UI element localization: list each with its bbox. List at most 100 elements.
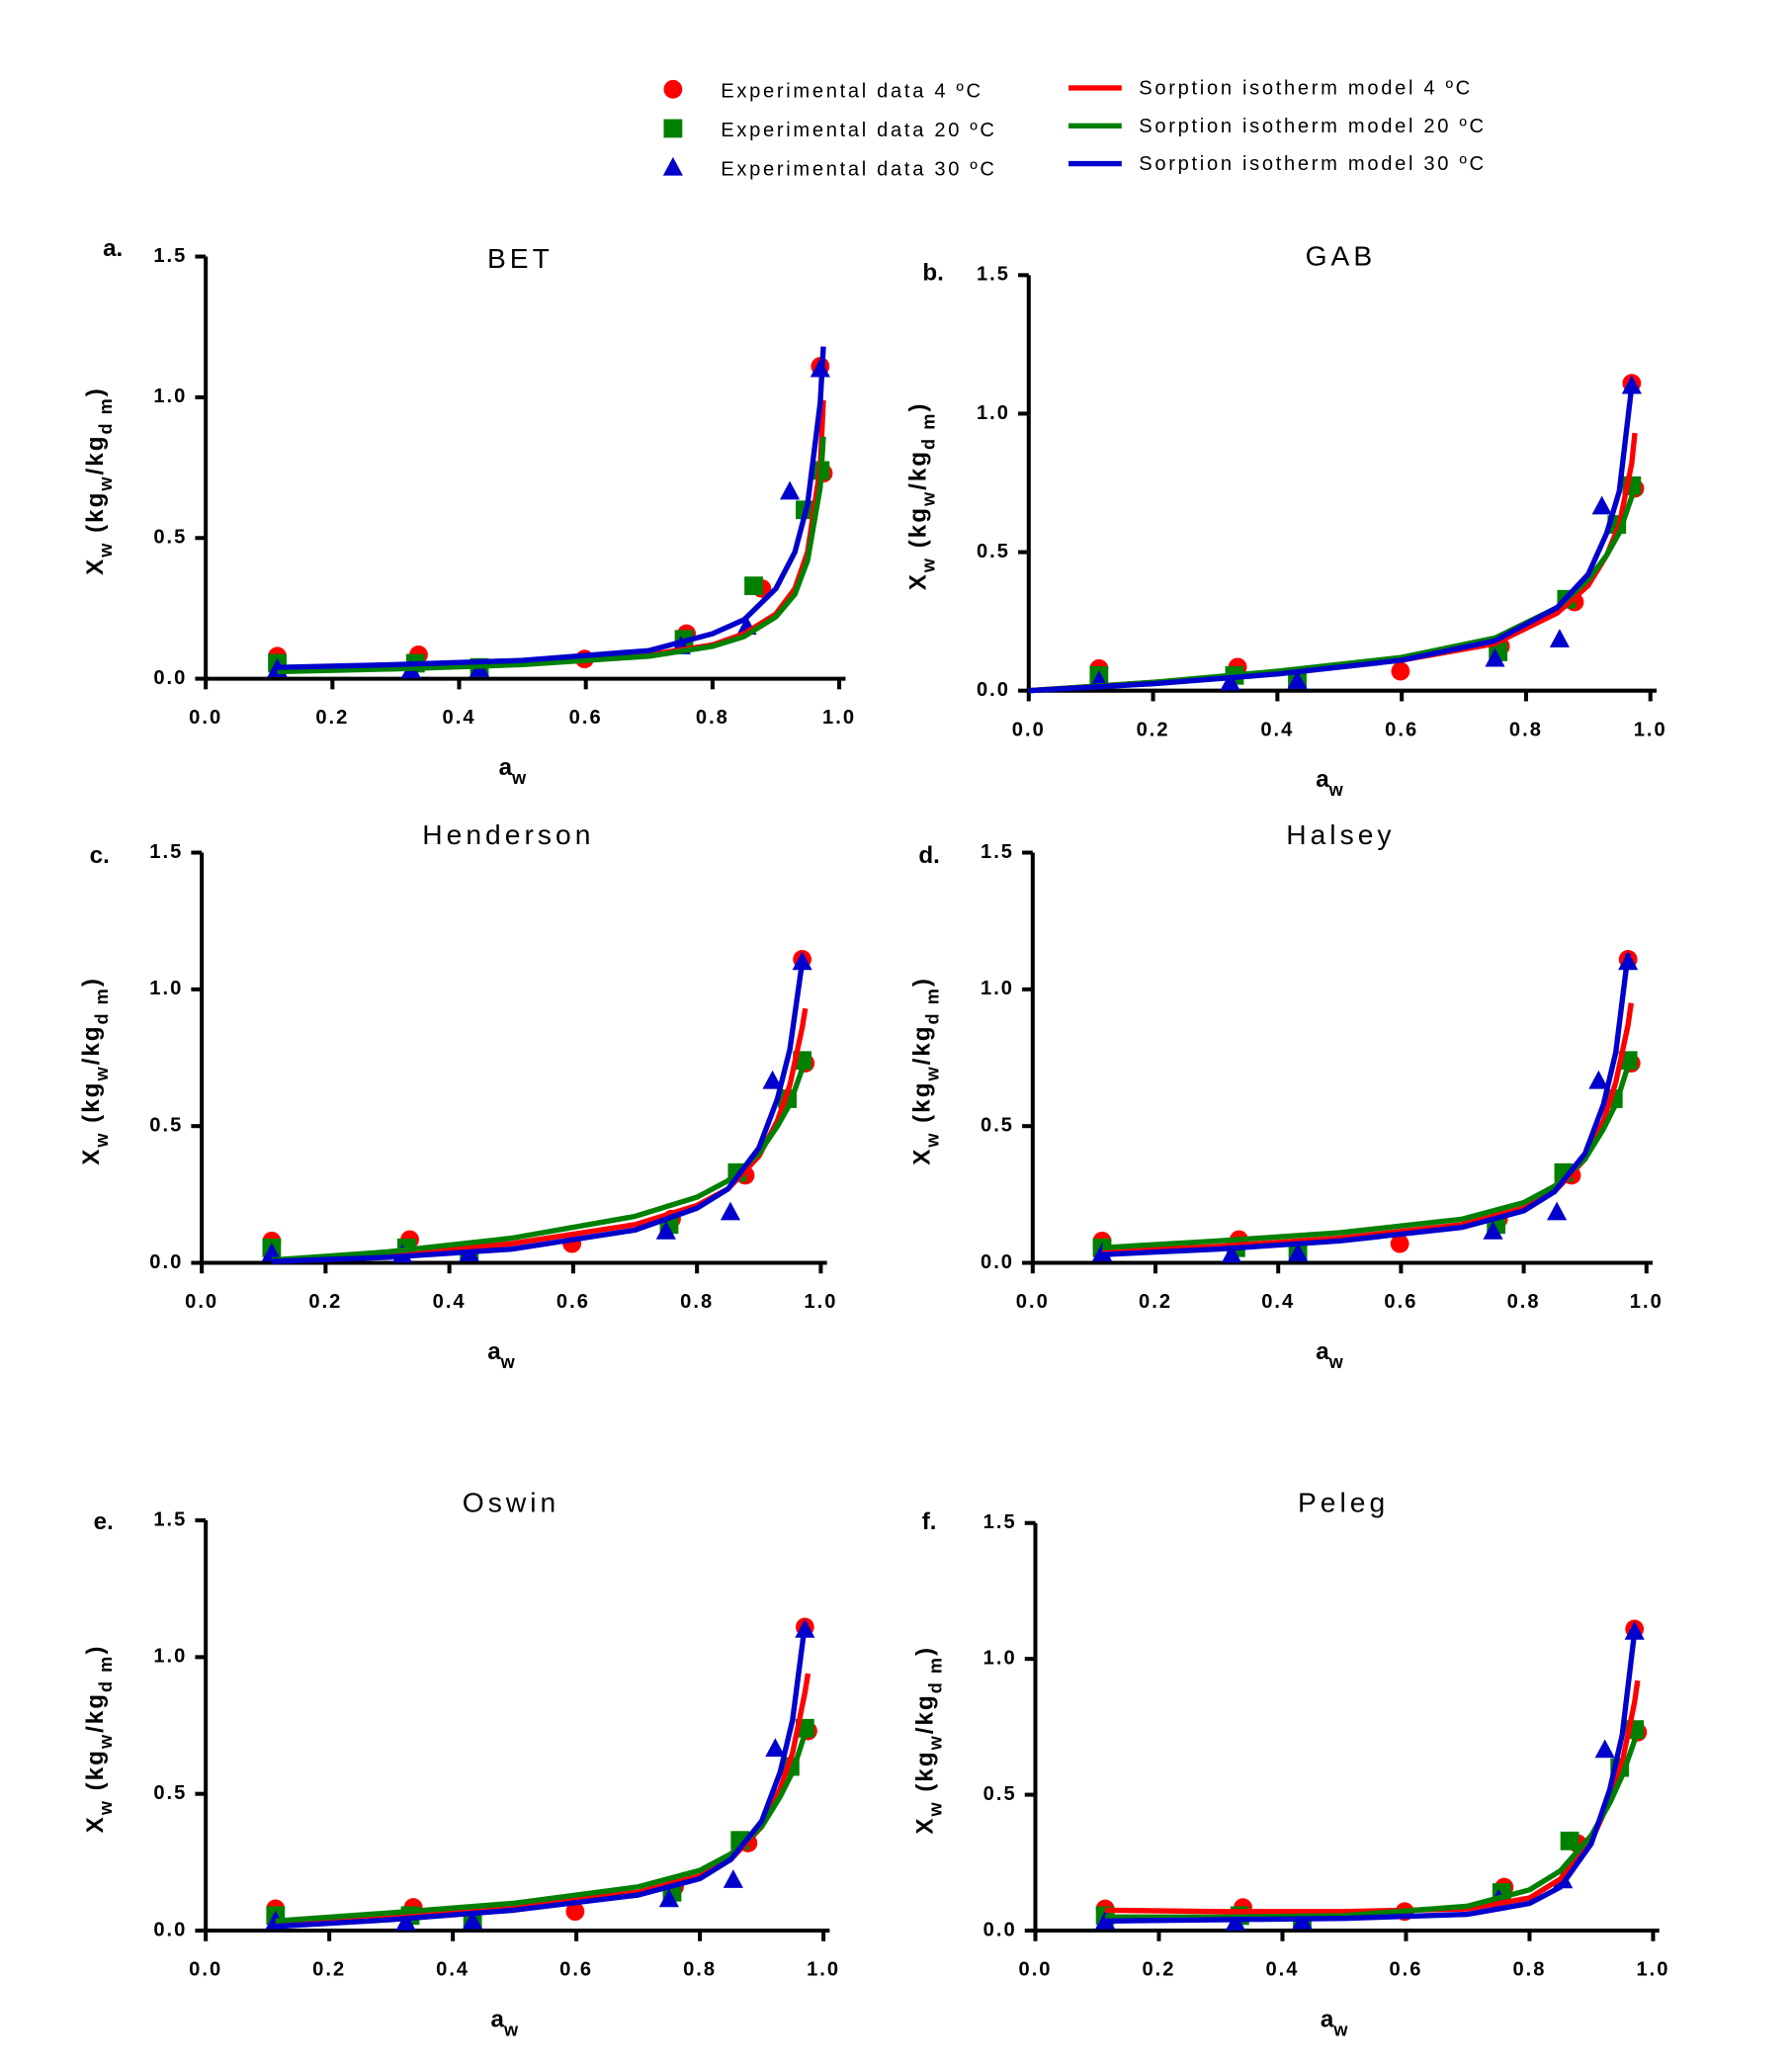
y-axis-label-part: d m xyxy=(96,396,116,434)
y-tick-label: 0.0 xyxy=(153,667,187,689)
x-axis-label-part: w xyxy=(1332,2020,1348,2039)
marker xyxy=(655,1220,676,1240)
y-axis-label-part: X xyxy=(912,1817,939,1835)
x-tick-label: 0.0 xyxy=(1018,1959,1052,1981)
marker xyxy=(1588,1070,1609,1089)
y-axis-label-part: X xyxy=(78,1148,105,1165)
x-tick-label: 0.0 xyxy=(1016,1291,1050,1313)
y-tick-label: 0.0 xyxy=(153,1919,187,1940)
x-tick-label: 0.2 xyxy=(1139,1291,1172,1313)
y-axis-label: Xw (kgw/kgd m) xyxy=(82,1645,115,1834)
x-axis-label-part: a xyxy=(487,1338,501,1365)
marker xyxy=(1594,1739,1615,1759)
y-axis-label-part: ) xyxy=(909,977,936,987)
y-tick-label: 1.5 xyxy=(149,841,183,863)
x-tick-label: 0.4 xyxy=(433,1291,467,1313)
y-axis-label-part: /kg xyxy=(912,1693,939,1734)
panel-label: c. xyxy=(90,842,110,869)
x-tick-label: 0.4 xyxy=(436,1959,469,1981)
marker xyxy=(463,1910,483,1930)
y-tick-label: 0.5 xyxy=(981,1114,1014,1136)
x-tick-label: 1.0 xyxy=(804,1291,837,1313)
marker xyxy=(261,1243,282,1261)
y-axis-label-part: w xyxy=(918,557,938,573)
y-tick-label: 0.5 xyxy=(983,1783,1017,1805)
x-tick-label: 0.2 xyxy=(308,1291,342,1313)
y-axis-label-part: w xyxy=(96,1733,116,1750)
marker xyxy=(723,1869,743,1888)
model-curve xyxy=(1101,1054,1634,1250)
y-axis-label-part: w xyxy=(922,1065,942,1081)
x-axis-label-part: a xyxy=(1321,2007,1334,2033)
x-axis-label-part: a xyxy=(499,754,513,781)
x-tick-label: 0.8 xyxy=(683,1959,717,1981)
x-tick-label: 0.2 xyxy=(1137,719,1170,740)
y-tick-label: 1.5 xyxy=(977,264,1010,286)
y-axis-label-part: w xyxy=(96,542,116,559)
y-axis-label-part: (kg xyxy=(912,1750,939,1800)
y-axis-label-part: /kg xyxy=(78,1024,105,1065)
y-axis-label-part: ) xyxy=(82,387,109,396)
model-curve xyxy=(1028,481,1638,694)
marker xyxy=(779,480,801,500)
x-tick-label: 0.2 xyxy=(1142,1959,1175,1981)
y-tick-label: 1.0 xyxy=(977,402,1010,424)
y-axis-label-part: d m xyxy=(96,1655,116,1692)
y-tick-label: 0.0 xyxy=(983,1919,1017,1940)
x-tick-label: 0.8 xyxy=(696,707,729,729)
x-tick-label: 1.0 xyxy=(807,1959,840,1981)
marker xyxy=(720,1201,741,1221)
y-tick-label: 0.0 xyxy=(149,1251,183,1273)
panel-title: Oswin xyxy=(463,1486,559,1517)
x-tick-label: 0.4 xyxy=(1265,1959,1299,1981)
marker xyxy=(658,1888,679,1908)
x-tick-label: 0.6 xyxy=(1384,1291,1417,1313)
x-axis-label-part: w xyxy=(511,768,527,788)
x-tick-label: 0.4 xyxy=(443,707,476,729)
y-axis-label-part: X xyxy=(82,558,109,575)
y-axis-label-part: (kg xyxy=(78,1081,105,1132)
panel-title: GAB xyxy=(1306,239,1377,271)
y-tick-label: 1.5 xyxy=(153,1508,187,1530)
y-axis-label-part: d m xyxy=(92,987,112,1024)
y-axis-label-part: ) xyxy=(82,1645,109,1655)
model-curve xyxy=(277,346,826,670)
model-curve xyxy=(275,1722,811,1925)
x-tick-label: 0.0 xyxy=(189,707,222,729)
x-axis-label-part: w xyxy=(1328,1352,1344,1372)
y-tick-label: 0.0 xyxy=(977,679,1010,701)
model-curve xyxy=(277,436,826,675)
legend-label: Sorption isotherm model 30 ºC xyxy=(1139,153,1486,175)
x-tick-label: 1.0 xyxy=(1634,719,1667,740)
x-tick-label: 0.8 xyxy=(1512,1959,1546,1981)
y-tick-label: 1.0 xyxy=(981,978,1014,999)
y-axis-label-part: (kg xyxy=(82,1749,109,1799)
y-axis-label-part: w xyxy=(925,1734,945,1751)
y-tick-label: 0.0 xyxy=(981,1251,1014,1273)
x-tick-label: 0.6 xyxy=(1389,1959,1422,1981)
y-axis-label-part: X xyxy=(905,572,932,590)
x-tick-label: 0.8 xyxy=(1507,1291,1541,1313)
x-axis-label-part: a xyxy=(491,2007,505,2033)
y-axis-label-part: ) xyxy=(912,1646,939,1656)
y-axis-label-part: w xyxy=(96,1799,116,1816)
y-axis-label-part: X xyxy=(909,1148,936,1165)
panel-label: a. xyxy=(103,235,123,262)
y-axis-label: Xw (kgw/kgd m) xyxy=(82,387,115,575)
x-tick-label: 0.6 xyxy=(569,707,603,729)
panel-label: f. xyxy=(922,1508,937,1535)
y-axis-label-part: d m xyxy=(922,987,942,1024)
y-tick-label: 0.5 xyxy=(153,1782,187,1804)
model-curve xyxy=(1028,432,1638,694)
model-curve xyxy=(275,1623,809,1930)
model-curve xyxy=(271,1007,809,1264)
panel-label: e. xyxy=(94,1508,114,1535)
y-axis-label-part: w xyxy=(92,1065,112,1081)
y-axis-label: Xw (kgw/kgd m) xyxy=(909,977,942,1165)
y-axis-label-part: /kg xyxy=(909,1024,936,1065)
y-axis-label-part: (kg xyxy=(909,1081,936,1132)
x-axis-label: aw xyxy=(1316,1338,1343,1371)
y-tick-label: 0.5 xyxy=(149,1114,183,1136)
y-axis-label-part: (kg xyxy=(82,491,109,542)
